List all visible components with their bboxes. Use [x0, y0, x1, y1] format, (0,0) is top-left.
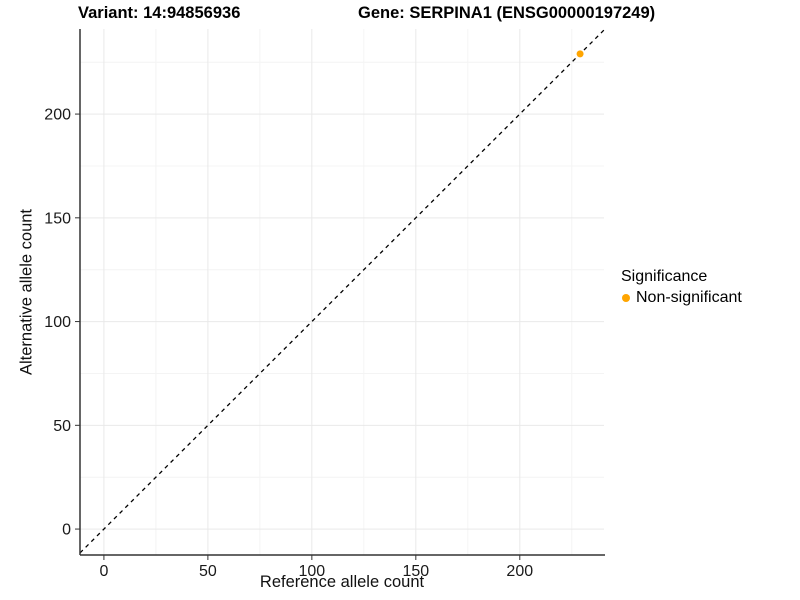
x-tick-label: 50: [199, 563, 217, 580]
x-tick-label: 0: [99, 563, 108, 580]
legend-point-icon: [622, 294, 630, 302]
y-tick-label: 50: [53, 418, 71, 435]
legend-entry: Non-significant: [621, 289, 742, 307]
legend-entry-label: Non-significant: [636, 289, 742, 306]
y-tick-label: 100: [44, 314, 71, 331]
identity-line: [79, 29, 605, 554]
x-axis-title: Reference allele count: [259, 573, 425, 591]
legend: Significance Non-significant: [621, 268, 742, 307]
y-tick-label: 0: [62, 522, 71, 539]
gene-title: Gene: SERPINA1 (ENSG00000197249): [358, 4, 656, 22]
x-tick-label: 150: [402, 563, 429, 580]
legend-title: Significance: [621, 268, 708, 285]
y-tick-label: 150: [44, 210, 71, 227]
x-tick-label: 200: [506, 563, 533, 580]
variant-title: Variant: 14:94856936: [78, 4, 241, 22]
x-tick-label: 100: [298, 563, 325, 580]
y-tick-label: 200: [44, 107, 71, 124]
y-axis-title: Alternative allele count: [17, 208, 36, 376]
data-point: [576, 50, 584, 58]
